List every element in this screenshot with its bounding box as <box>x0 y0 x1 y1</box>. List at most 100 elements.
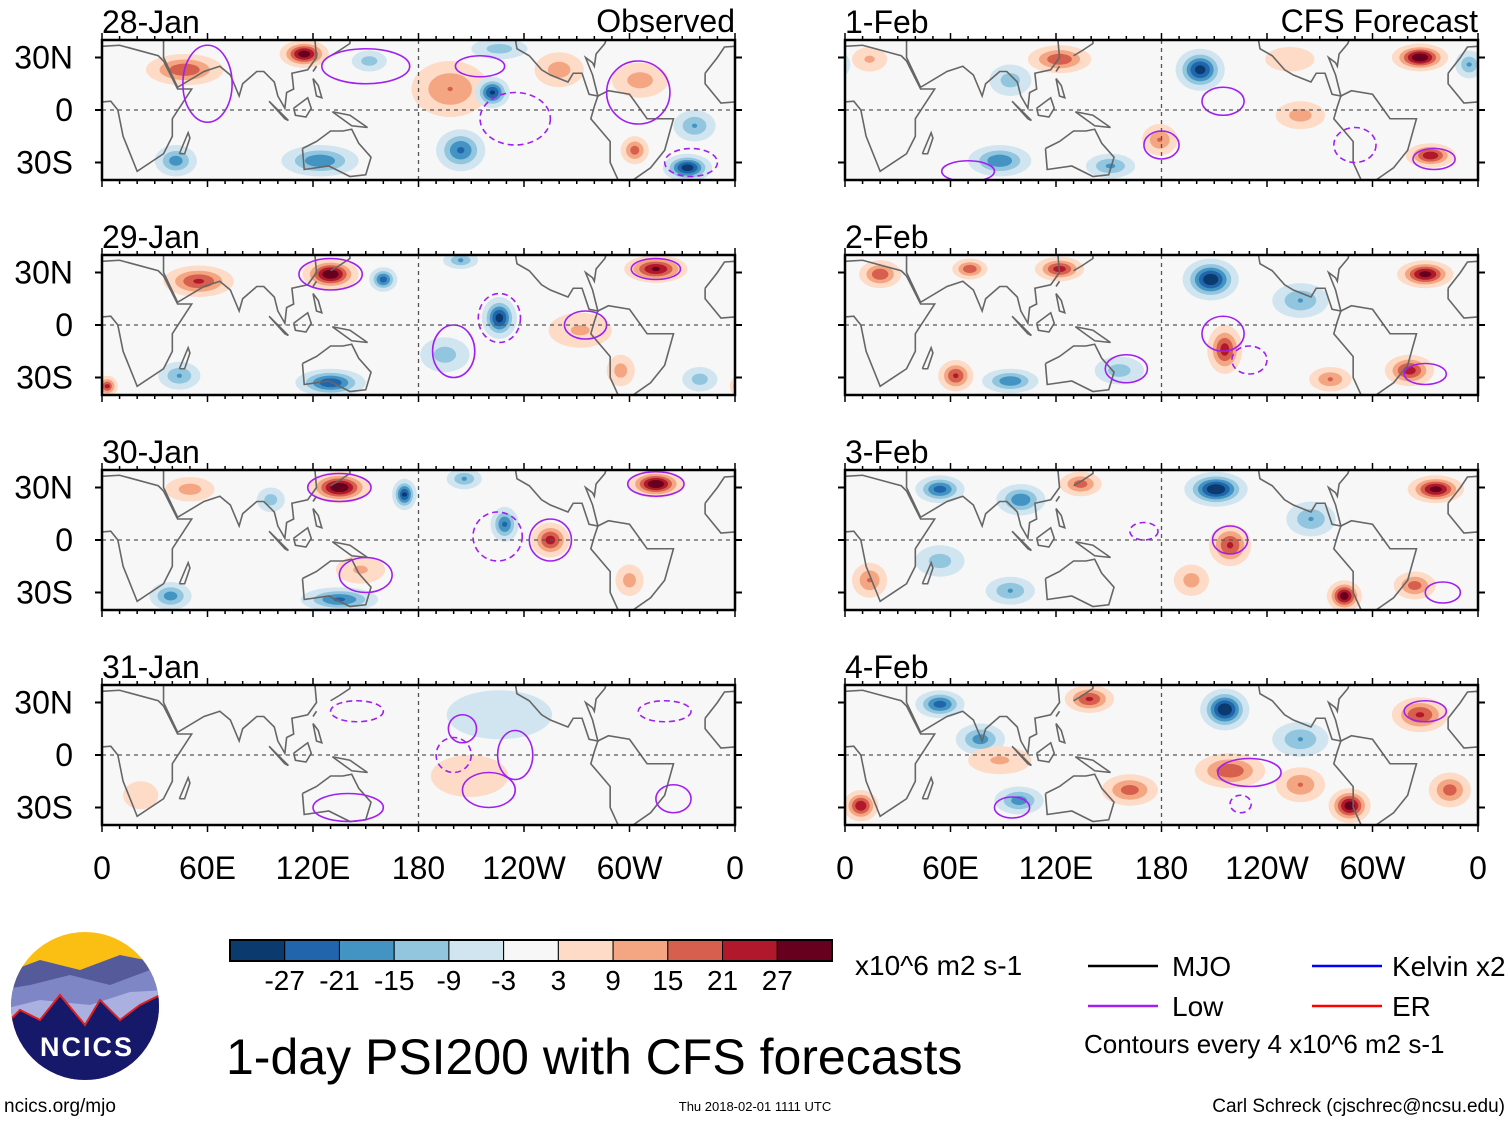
coastline <box>301 558 372 608</box>
legend-label-kelvin: Kelvin x2 <box>1392 951 1506 982</box>
map-panel-28-jan: 28-Jan 30N 0 30S <box>0 4 823 187</box>
positive-anomaly <box>447 86 453 92</box>
positive-anomaly <box>570 325 590 336</box>
colorbar-swatch <box>776 939 833 962</box>
coastline <box>812 348 823 369</box>
coastline <box>312 293 323 314</box>
y-tick-label: 30S <box>16 360 73 396</box>
panel-date: 30-Jan <box>102 434 200 470</box>
low-contour-negative <box>1333 126 1377 164</box>
coastline <box>812 133 823 154</box>
positive-anomaly <box>761 572 803 600</box>
positive-anomaly <box>547 61 571 78</box>
coastline <box>178 560 191 585</box>
positive-anomaly <box>1482 795 1507 817</box>
positive-anomaly <box>0 142 11 159</box>
positive-anomaly <box>1497 56 1507 63</box>
positive-anomaly <box>1422 151 1439 160</box>
coastline <box>1055 293 1066 314</box>
negative-anomaly <box>1007 588 1013 593</box>
positive-anomaly <box>953 373 959 379</box>
positive-anomaly <box>990 756 1010 765</box>
colorbar-label: 27 <box>762 965 793 996</box>
positive-anomaly <box>771 49 803 65</box>
coastline <box>845 259 937 388</box>
coastline <box>1074 110 1111 129</box>
positive-anomaly <box>1220 343 1230 356</box>
panel-date: 4-Feb <box>845 649 929 685</box>
low-contour-positive <box>306 472 372 503</box>
low-contour-positive <box>338 556 393 594</box>
coastline <box>312 280 318 287</box>
coastline <box>1074 325 1111 344</box>
positive-anomaly <box>759 44 815 72</box>
coastline <box>102 44 194 173</box>
low-contour-negative <box>1229 794 1252 814</box>
coastline <box>162 40 318 111</box>
x-tick-label: 120W <box>1225 850 1309 886</box>
positive-anomaly <box>781 269 803 280</box>
y-tick-label: 30N <box>14 40 73 76</box>
contour-note: Contours every 4 x10^6 m2 s-1 <box>1084 1029 1444 1059</box>
positive-anomaly <box>1344 801 1355 811</box>
website-link[interactable]: ncics.org/mjo <box>4 1096 116 1117</box>
coastline <box>1055 78 1066 99</box>
x-tick-label: 120W <box>482 850 566 886</box>
coastline <box>921 345 934 370</box>
positive-anomaly <box>797 486 809 492</box>
colorbar: -27 -21 -15 -9 -3 3 9 15 21 27 <box>229 939 833 996</box>
coastline <box>331 110 368 129</box>
positive-anomaly <box>1407 581 1422 590</box>
coastline <box>268 315 289 337</box>
negative-anomaly <box>810 374 815 378</box>
low-contour-positive <box>298 257 364 291</box>
positive-anomaly <box>779 53 795 61</box>
negative-anomaly <box>456 147 465 154</box>
colorbar-swatch <box>338 939 395 962</box>
positive-anomaly <box>1411 53 1429 62</box>
positive-anomaly <box>826 279 837 284</box>
x-tick-label: 120E <box>276 850 351 886</box>
negative-anomaly <box>1217 703 1232 716</box>
low-contour-positive <box>1403 699 1448 723</box>
x-tick-label: 60W <box>1340 850 1407 886</box>
coastline <box>292 311 313 333</box>
negative-anomaly <box>1105 163 1116 169</box>
positive-anomaly <box>1226 542 1234 549</box>
low-contour-positive <box>461 771 517 809</box>
low-contour-negative <box>472 511 524 562</box>
x-tick-label: 60E <box>179 850 236 886</box>
positive-anomaly <box>1297 782 1304 787</box>
negative-anomaly <box>681 164 694 172</box>
y-tick-label: 0 <box>55 522 73 558</box>
y-tick-label: 0 <box>55 307 73 343</box>
negative-anomaly <box>800 368 824 384</box>
negative-anomaly <box>486 43 513 54</box>
coastline <box>589 519 675 610</box>
positive-anomaly <box>0 355 2 387</box>
positive-anomaly <box>738 384 743 388</box>
colorbar-swatch <box>229 939 286 962</box>
y-tick-label: 30S <box>16 575 73 611</box>
coastline <box>268 530 289 552</box>
panel-date: 3-Feb <box>845 434 929 470</box>
coastline <box>331 325 368 344</box>
coastline <box>905 255 1061 326</box>
negative-anomaly <box>1297 737 1304 742</box>
colorbar-label: 15 <box>652 965 683 996</box>
negative-anomaly <box>1308 516 1314 522</box>
positive-anomaly <box>1488 801 1499 811</box>
map-panel-2-feb: 2-Feb <box>781 219 1485 402</box>
negative-anomaly <box>1011 493 1031 506</box>
coastline <box>514 470 607 528</box>
coastline <box>1257 685 1350 743</box>
negative-anomaly <box>782 582 824 610</box>
positive-anomaly <box>1485 47 1510 72</box>
negative-anomaly <box>379 276 387 283</box>
positive-anomaly <box>871 268 889 280</box>
positive-anomaly <box>1493 570 1510 590</box>
negative-anomaly <box>802 156 815 166</box>
x-tick-label: 180 <box>392 850 445 886</box>
x-tick-label: 60E <box>922 850 979 886</box>
low-contour-negative <box>479 91 552 146</box>
